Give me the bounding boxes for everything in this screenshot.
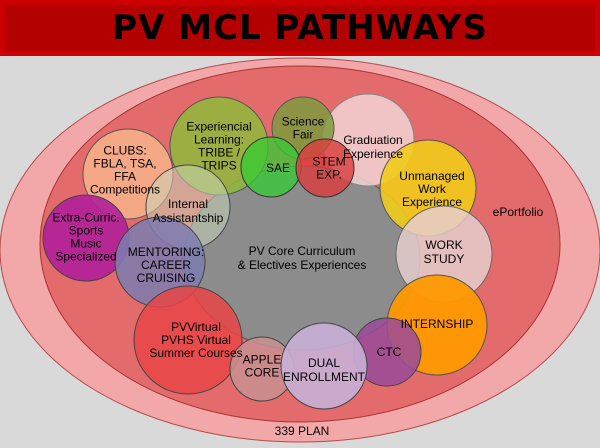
label-experiential-line: Experiencial: [186, 120, 251, 134]
label-internal: Internal Assistantship: [153, 197, 224, 225]
label-clubs-line: CLUBS:: [103, 144, 146, 158]
label-pvvirtual-line: PVHS Virtual: [161, 333, 231, 347]
label-clubs-line: Competitions: [90, 183, 160, 197]
label-experiential-line: TRIPS: [201, 159, 236, 173]
label-unmanaged-line: Work: [418, 182, 447, 196]
label-ctc: CTC: [377, 345, 402, 359]
label-unmanaged: Unmanaged Work Experience: [399, 169, 464, 209]
label-clubs-line: FFA: [114, 170, 136, 184]
label-science-fair: Science Fair: [282, 115, 325, 142]
label-graduation: Graduation Experience: [343, 133, 403, 161]
label-experiential-line: Learning:: [194, 133, 244, 147]
label-sae-line: SAE: [266, 161, 290, 175]
node-dual: [280, 322, 368, 410]
label-work-study-line: WORK: [425, 238, 462, 252]
label-core_label: PV Core Curriculum & Electives Experience…: [238, 244, 367, 272]
label-clubs-line: FBLA, TSA,: [93, 157, 156, 171]
label-graduation-line: Experience: [343, 147, 403, 161]
node-pvvirtual: [133, 285, 243, 395]
label-clubs: CLUBS: FBLA, TSA, FFA Competitions: [90, 144, 160, 197]
label-dual-line: DUAL: [308, 356, 340, 370]
label-internship-line: INTERNSHIP: [401, 317, 474, 331]
label-extra-line: Extra-Curric.: [52, 211, 119, 225]
label-eportfolio: ePortfolio: [493, 205, 544, 219]
label-339-plan: 339 PLAN: [275, 424, 330, 438]
label-dual: DUAL ENROLLMENT: [283, 356, 366, 384]
page-title: PV MCL PATHWAYS: [112, 8, 488, 48]
label-pvvirtual: PVVirtual PVHS Virtual Summer Courses: [149, 320, 242, 360]
label-internal-line: Internal: [168, 197, 208, 211]
label-dual-line: ENROLLMENT: [283, 370, 366, 384]
label-stem: STEM EXP.: [312, 155, 345, 182]
label-internship: INTERNSHIP: [401, 317, 474, 331]
label-ctc-line: CTC: [377, 345, 402, 359]
label-extra-line: Music: [70, 237, 101, 251]
label-pvvirtual-line: PVVirtual: [171, 320, 221, 334]
label-mentoring-line: CAREER: [141, 258, 191, 272]
label-unmanaged-line: Unmanaged: [399, 169, 464, 183]
title-inner: PV MCL PATHWAYS: [5, 5, 595, 51]
label-internal-line: Assistantship: [153, 211, 224, 225]
label-apple: APPLE CORE: [243, 353, 282, 380]
label-core_label-line: PV Core Curriculum: [249, 244, 356, 258]
label-graduation-line: Graduation: [343, 133, 402, 147]
label-extra-line: Specialized: [55, 250, 116, 264]
label-extra: Extra-Curric. Sports Music Specialized: [52, 211, 119, 264]
label-apple-line: APPLE: [243, 353, 282, 367]
label-experiential: Experiencial Learning: TRIBE / TRIPS: [186, 120, 251, 173]
label-extra-line: Sports: [69, 224, 104, 238]
label-pvvirtual-line: Summer Courses: [149, 346, 242, 360]
label-core_label-line: & Electives Experiences: [238, 258, 367, 272]
node-stem: [295, 138, 355, 198]
label-apple-line: CORE: [245, 366, 280, 380]
label-sae: SAE: [266, 161, 290, 175]
label-unmanaged-line: Experience: [402, 195, 462, 209]
label-science-fair-line: Fair: [293, 128, 314, 142]
label-mentoring-line: CRUISING: [137, 271, 196, 285]
label-mentoring-line: MENTORING:: [128, 245, 204, 259]
label-work-study-line: STUDY: [424, 252, 465, 266]
label-stem-line: STEM: [312, 155, 345, 169]
title-bar: PV MCL PATHWAYS: [0, 0, 600, 56]
label-experiential-line: TRIBE /: [198, 146, 241, 160]
label-science-fair-line: Science: [282, 115, 325, 129]
label-mentoring: MENTORING: CAREER CRUISING: [128, 245, 204, 285]
label-stem-line: EXP.: [316, 168, 342, 182]
label-work-study: WORK STUDY: [424, 238, 465, 266]
